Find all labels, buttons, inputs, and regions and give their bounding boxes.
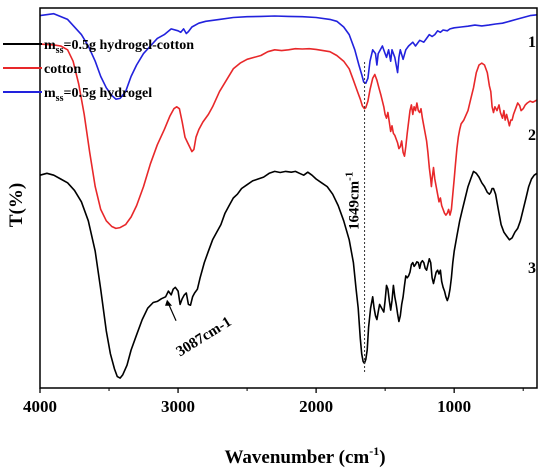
- x-tick-label: 4000: [23, 397, 57, 416]
- series-line-2: [39, 43, 538, 230]
- peak-label-1649: 1649cm-1: [344, 172, 363, 230]
- x-tick-label: 3000: [161, 397, 195, 416]
- x-axis: 4000 3000 2000 1000: [23, 388, 524, 416]
- x-axis-label: Wavenumber (cm-1): [224, 444, 385, 468]
- legend-entry: mss=0.5g hydrogel: [44, 86, 152, 104]
- legend-entry: cotton: [44, 62, 82, 77]
- x-tick-label: 2000: [299, 397, 333, 416]
- series-label-2: 2: [528, 127, 536, 144]
- annotations: 1649cm-1 3087cm-1: [165, 62, 366, 372]
- series-group: [39, 12, 538, 379]
- series-label-1: 1: [528, 34, 536, 51]
- series-line-1: [39, 12, 538, 100]
- series-labels: 1 2 3: [528, 34, 536, 277]
- x-tick-label: 1000: [437, 397, 471, 416]
- arrow-head-icon: [165, 299, 173, 306]
- series-label-3: 3: [528, 260, 536, 277]
- legend-entry: mss=0.5g hydrogel-cotton: [44, 38, 194, 56]
- series-line-3: [39, 170, 538, 379]
- peak-label-3087: 3087cm-1: [174, 314, 235, 360]
- plot-frame: [39, 7, 538, 389]
- y-axis-label: T(%): [6, 183, 27, 227]
- legend: mss=0.5g hydrogel-cotton cotton mss=0.5g h…: [3, 38, 194, 104]
